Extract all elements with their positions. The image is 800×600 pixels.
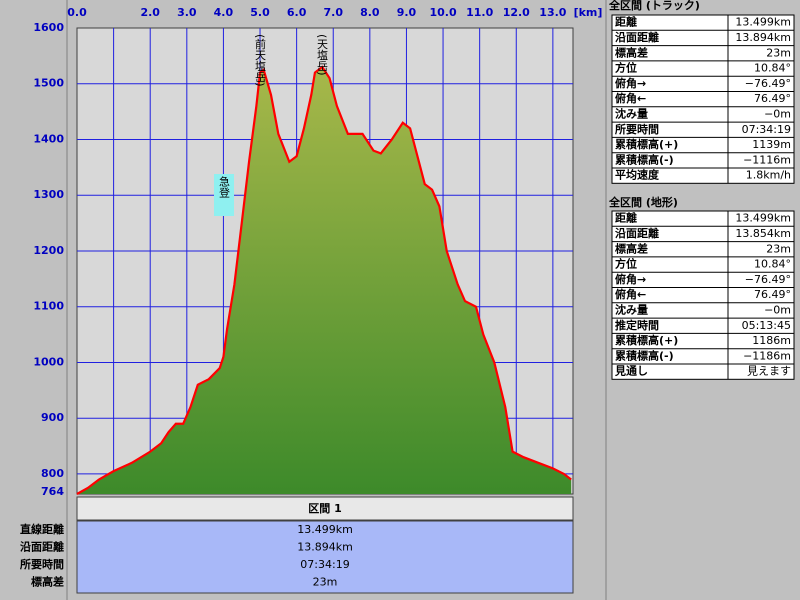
y-tick-label: 800 bbox=[41, 467, 64, 480]
note-label: 急登 bbox=[218, 175, 231, 198]
row-value: −0m bbox=[764, 303, 791, 316]
panel-title: 全区間 (地形) bbox=[608, 195, 678, 209]
y-tick-label: 1300 bbox=[33, 188, 64, 201]
section-header bbox=[76, 496, 574, 521]
section-value: 07:34:19 bbox=[300, 558, 349, 571]
section-label: 沿面距離 bbox=[20, 540, 64, 554]
row-label: 推定時間 bbox=[615, 318, 659, 332]
row-value: 76.49° bbox=[754, 288, 791, 301]
section-title: 区間 1 bbox=[308, 502, 341, 515]
row-value: 1139m bbox=[752, 138, 791, 151]
row-value: −1116m bbox=[743, 153, 791, 166]
row-value: 13.499km bbox=[735, 212, 791, 225]
panel-table bbox=[611, 14, 795, 184]
row-label: 累積標高(-) bbox=[615, 152, 674, 166]
x-tick-label: 11.0 bbox=[466, 6, 493, 19]
row-label: 沿面距離 bbox=[615, 30, 659, 44]
row-label: 方位 bbox=[615, 257, 637, 271]
peak-label: (天塩岳) bbox=[316, 34, 329, 76]
row-value: −1186m bbox=[743, 349, 791, 362]
section-value: 13.499km bbox=[297, 523, 353, 536]
x-tick-label: 0.0 bbox=[67, 6, 87, 19]
row-value: 13.499km bbox=[735, 16, 791, 29]
row-value: 見えます bbox=[747, 365, 791, 378]
x-tick-label: 2.0 bbox=[140, 6, 160, 19]
row-label: 所要時間 bbox=[615, 122, 659, 136]
x-tick-label: 6.0 bbox=[287, 6, 307, 19]
row-value: 1186m bbox=[752, 334, 791, 347]
row-label: 累積標高(-) bbox=[615, 348, 674, 362]
section-label: 標高差 bbox=[31, 575, 64, 589]
row-value: 13.894km bbox=[735, 31, 791, 44]
row-label: 見通し bbox=[614, 365, 648, 378]
section-label: 所要時間 bbox=[20, 557, 64, 571]
row-value: 13.854km bbox=[735, 227, 791, 240]
row-value: −0m bbox=[764, 107, 791, 120]
row-label: 距離 bbox=[615, 211, 637, 225]
section-label: 直線距離 bbox=[20, 522, 64, 536]
elevation-line bbox=[76, 65, 572, 495]
y-tick-label: 1400 bbox=[33, 132, 64, 145]
row-label: 方位 bbox=[615, 61, 637, 75]
row-value: 05:13:45 bbox=[742, 319, 791, 332]
y-tick-label: 1200 bbox=[33, 244, 64, 257]
row-value: 23m bbox=[766, 46, 791, 59]
row-label: 標高差 bbox=[615, 241, 648, 255]
y-tick-label: 1500 bbox=[33, 77, 64, 90]
row-value: −76.49° bbox=[745, 273, 791, 286]
row-label: 沈み量 bbox=[615, 302, 648, 316]
row-value: −76.49° bbox=[745, 77, 791, 90]
row-label: 累積標高(+) bbox=[615, 137, 678, 151]
y-tick-label: 1100 bbox=[33, 300, 64, 313]
row-label: 俯角← bbox=[615, 287, 646, 301]
section-box bbox=[76, 520, 574, 594]
section-value: 23m bbox=[313, 576, 338, 589]
row-label: 沈み量 bbox=[615, 106, 648, 120]
row-value: 76.49° bbox=[754, 92, 791, 105]
row-label: 標高差 bbox=[615, 45, 648, 59]
x-tick-label: 5.0 bbox=[250, 6, 270, 19]
peak-label: (前天塩岳) bbox=[254, 34, 267, 87]
x-tick-label: 12.0 bbox=[503, 6, 530, 19]
section-value: 13.894km bbox=[297, 541, 353, 554]
x-axis-label: [km] bbox=[574, 6, 603, 19]
row-label: 累積標高(+) bbox=[615, 333, 678, 347]
row-label: 俯角→ bbox=[615, 76, 646, 90]
row-value: 10.84° bbox=[754, 62, 791, 75]
x-tick-label: 8.0 bbox=[360, 6, 380, 19]
row-label: 平均速度 bbox=[615, 168, 660, 182]
elevation-area bbox=[77, 67, 572, 495]
y-tick-label: 764 bbox=[41, 485, 64, 498]
row-value: 23m bbox=[766, 242, 791, 255]
panel-title: 全区間 (トラック) bbox=[608, 0, 700, 12]
ui: 全区間 (トラック) 距離 13.499km 沿面距離 13.894km 標高差 23m 方位… bbox=[20, 0, 795, 589]
x-tick-label: 7.0 bbox=[323, 6, 343, 19]
x-tick-label: 9.0 bbox=[397, 6, 417, 19]
row-value: 1.8km/h bbox=[746, 169, 791, 182]
row-label: 距離 bbox=[615, 15, 637, 29]
x-tick-label: 3.0 bbox=[177, 6, 197, 19]
y-tick-label: 900 bbox=[41, 411, 64, 424]
x-tick-label: 10.0 bbox=[429, 6, 456, 19]
row-label: 俯角← bbox=[615, 91, 646, 105]
note-bg bbox=[214, 174, 234, 216]
x-tick-label: 13.0 bbox=[539, 6, 566, 19]
y-tick-label: 1600 bbox=[33, 21, 64, 34]
row-value: 07:34:19 bbox=[742, 123, 791, 136]
panel-table bbox=[611, 210, 795, 380]
y-tick-label: 1000 bbox=[33, 355, 64, 368]
x-tick-label: 4.0 bbox=[214, 6, 234, 19]
row-label: 沿面距離 bbox=[615, 226, 659, 240]
row-value: 10.84° bbox=[754, 258, 791, 271]
row-label: 俯角→ bbox=[615, 272, 646, 286]
